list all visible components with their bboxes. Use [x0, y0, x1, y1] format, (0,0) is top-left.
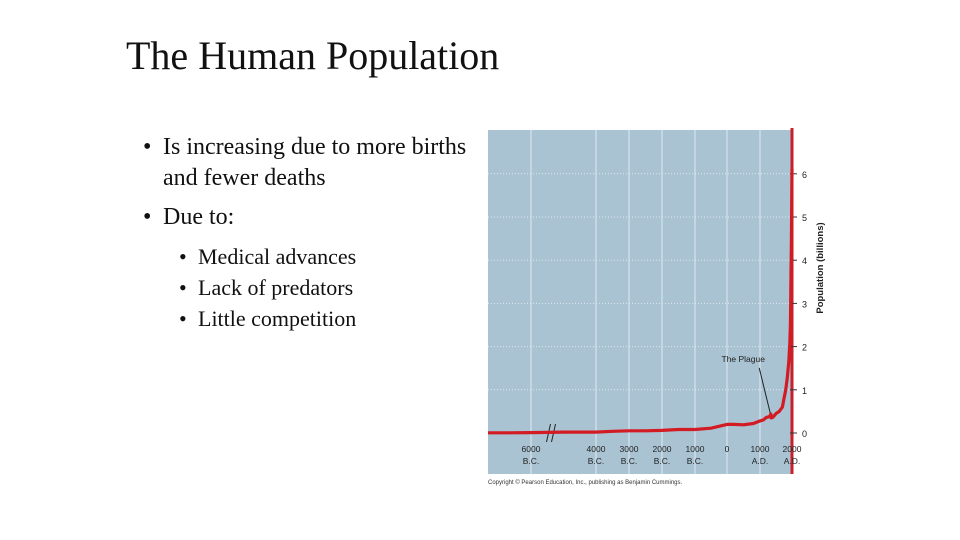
sub-bullet-text: Medical advances: [198, 244, 357, 269]
y-tick-label: 0: [802, 429, 807, 439]
bullet-dot: •: [143, 204, 152, 230]
y-tick-label: 4: [802, 256, 807, 266]
x-tick-label-era: B.C.: [687, 456, 704, 466]
x-tick-label: 1000: [751, 444, 770, 454]
copyright-text: Copyright © Pearson Education, Inc., pub…: [488, 480, 683, 486]
y-tick-label: 3: [802, 299, 807, 309]
x-tick-label-era: B.C.: [621, 456, 638, 466]
sub-bullet-item: • Medical advances: [143, 241, 488, 272]
annotation-label: The Plague: [721, 354, 765, 364]
slide-title: The Human Population: [126, 33, 500, 78]
y-tick-label: 2: [802, 343, 807, 353]
x-tick-label: 6000: [522, 444, 541, 454]
x-tick-label-era: B.C.: [588, 456, 605, 466]
x-tick-label: 1000: [686, 444, 705, 454]
sub-bullet-text: Little competition: [198, 306, 357, 331]
chart-svg: 0 1 2 3 4 5 6 Population (billions) 6000 B.C. 4000…: [488, 128, 826, 474]
bullet-text: Is increasing due to more births and few…: [163, 134, 467, 191]
bullet-item: • Is increasing due to more births and f…: [143, 132, 488, 194]
population-chart: 0 1 2 3 4 5 6 Population (billions) 6000 B.C. 4000…: [488, 128, 836, 490]
x-tick-label-era: A.D.: [784, 456, 801, 466]
bullet-item: • Due to:: [143, 202, 488, 233]
y-tick-label: 5: [802, 213, 807, 223]
bullet-dot: •: [143, 134, 152, 160]
y-axis-label: Population (billions): [815, 222, 826, 313]
y-tick-label: 6: [802, 170, 807, 180]
x-tick-label: 4000: [587, 444, 606, 454]
bullet-dot: •: [179, 275, 187, 300]
sub-bullet-item: • Lack of predators: [143, 272, 488, 303]
bullet-dot: •: [179, 306, 187, 331]
x-tick-label: 2000: [783, 444, 802, 454]
population-line: [488, 167, 794, 435]
plot-area: [488, 130, 792, 474]
bullet-list: • Is increasing due to more births and f…: [143, 132, 488, 334]
x-tick-label: 3000: [620, 444, 639, 454]
x-tick-label-era: B.C.: [654, 456, 671, 466]
y-tick-label: 1: [802, 386, 807, 396]
bullet-text: Due to:: [163, 204, 235, 230]
x-tick-label: 0: [725, 444, 730, 454]
x-tick-label-era: B.C.: [523, 456, 540, 466]
x-tick-label-era: A.D.: [752, 456, 769, 466]
bullet-dot: •: [179, 244, 187, 269]
annotation-pointer: [758, 367, 771, 413]
sub-bullet-text: Lack of predators: [198, 275, 354, 300]
x-tick-label: 2000: [653, 444, 672, 454]
sub-bullet-item: • Little competition: [143, 303, 488, 334]
